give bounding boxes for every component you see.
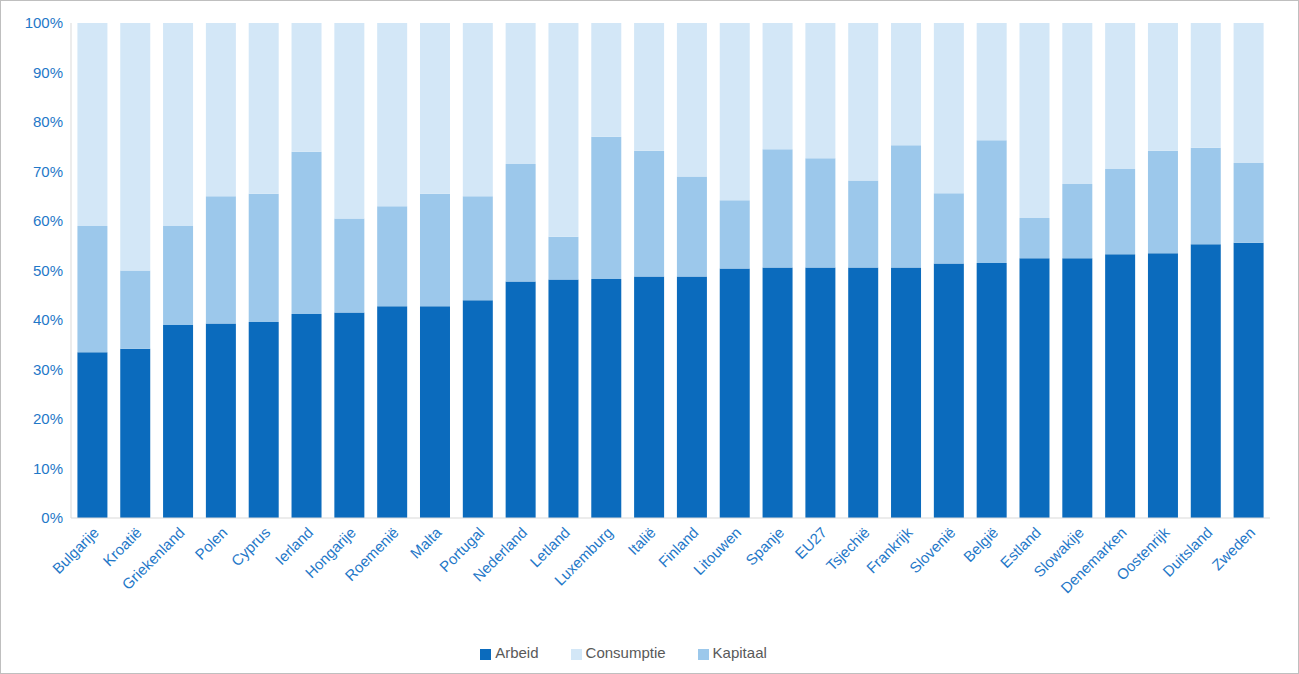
svg-text:70%: 70% xyxy=(33,163,63,180)
svg-text:EU27: EU27 xyxy=(791,524,830,563)
svg-text:Duitsland: Duitsland xyxy=(1159,524,1215,580)
svg-text:Bulgarije: Bulgarije xyxy=(49,524,102,577)
svg-text:Roemenië: Roemenië xyxy=(341,524,401,584)
svg-text:Portugal: Portugal xyxy=(435,523,488,576)
svg-text:Griekenland: Griekenland xyxy=(118,524,187,593)
html-text:Arbeid: Arbeid xyxy=(495,644,539,661)
html-text:Kapitaal: Kapitaal xyxy=(712,644,767,661)
svg-text:Slowakije: Slowakije xyxy=(1030,523,1087,581)
svg-text:Denemarken: Denemarken xyxy=(1057,524,1130,597)
svg-text:Frankrijk: Frankrijk xyxy=(863,523,916,576)
svg-text:Ierland: Ierland xyxy=(271,523,317,569)
svg-text:90%: 90% xyxy=(33,64,63,81)
svg-text:50%: 50% xyxy=(33,262,63,279)
svg-text:40%: 40% xyxy=(33,311,63,328)
svg-text:Litouwen: Litouwen xyxy=(690,524,744,578)
svg-text:Cyprus: Cyprus xyxy=(228,524,274,570)
svg-text:België: België xyxy=(960,524,1002,566)
svg-text:0%: 0% xyxy=(41,509,63,526)
svg-text:Hongarije: Hongarije xyxy=(301,523,359,582)
svg-text:30%: 30% xyxy=(33,361,63,378)
html-text:Consumptie: Consumptie xyxy=(585,644,666,661)
svg-text:Finland: Finland xyxy=(654,523,702,571)
svg-text:60%: 60% xyxy=(33,212,63,229)
svg-text:Spanje: Spanje xyxy=(742,524,787,569)
svg-text:Tsjechië: Tsjechië xyxy=(822,523,873,574)
svg-text:Oostenrijk: Oostenrijk xyxy=(1113,523,1173,583)
svg-text:Malta: Malta xyxy=(407,523,445,561)
svg-text:Polen: Polen xyxy=(191,524,230,563)
svg-text:Zweden: Zweden xyxy=(1208,524,1258,574)
svg-text:Luxemburg: Luxemburg xyxy=(551,524,616,589)
svg-text:Slovenië: Slovenië xyxy=(906,524,959,577)
svg-text:100%: 100% xyxy=(25,14,63,31)
svg-text:Letland: Letland xyxy=(526,523,574,571)
svg-text:10%: 10% xyxy=(33,460,63,477)
svg-text:Estland: Estland xyxy=(996,523,1045,571)
svg-text:Kroatië: Kroatië xyxy=(99,523,145,570)
svg-text:80%: 80% xyxy=(33,113,63,130)
svg-text:Italië: Italië xyxy=(624,524,658,558)
svg-text:20%: 20% xyxy=(33,410,63,427)
svg-text:Nederland: Nederland xyxy=(469,524,530,585)
